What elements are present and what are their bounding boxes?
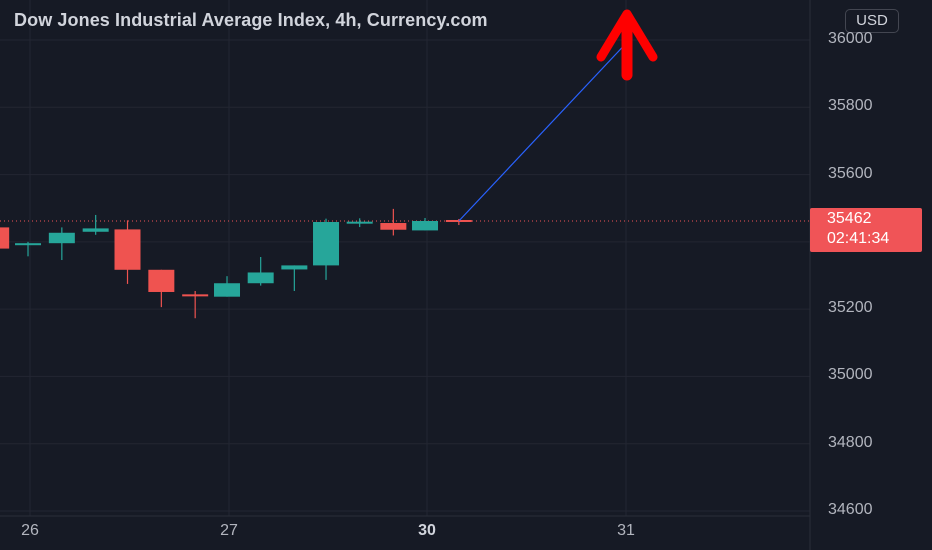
price-tick-label: 35000	[828, 366, 873, 384]
price-tick-label: 36000	[828, 30, 873, 47]
candle-body	[346, 221, 373, 224]
candle-body	[281, 265, 308, 270]
price-tick-label: 35600	[828, 164, 873, 182]
candle	[445, 218, 472, 226]
candle-body	[82, 228, 109, 232]
price-tick-label: 34600	[828, 501, 873, 518]
candle	[313, 218, 340, 280]
candle-body	[182, 294, 209, 297]
candle-body	[247, 272, 274, 284]
candles	[0, 208, 472, 319]
candle-body	[48, 232, 75, 244]
arrow-head	[596, 9, 658, 62]
last-price-value: 35462	[827, 210, 872, 227]
candle-body	[412, 220, 439, 231]
candle-body	[0, 227, 10, 249]
time-tick-label: 31	[617, 522, 635, 539]
chart-title: Dow Jones Industrial Average Index, 4h, …	[14, 10, 488, 30]
trendline[interactable]	[458, 42, 627, 222]
candle	[380, 208, 407, 236]
candle	[0, 227, 10, 249]
price-tick-label: 35200	[828, 299, 873, 317]
price-tick-label: 35800	[828, 97, 873, 115]
candle	[114, 220, 141, 284]
last-price-label: 35462 02:41:34	[810, 208, 922, 252]
candle	[412, 217, 439, 231]
time-tick-label: 30	[418, 522, 436, 539]
candle-body	[313, 222, 340, 266]
candle	[15, 241, 42, 257]
candle	[281, 265, 308, 291]
arrow-annotation	[596, 9, 658, 81]
price-tick-label: 34800	[828, 433, 873, 451]
candle-body	[380, 223, 407, 230]
candle	[182, 290, 209, 319]
candle	[82, 214, 109, 235]
currency-button[interactable]: USD	[845, 9, 899, 33]
candle	[48, 227, 75, 261]
time-tick-label: 26	[21, 522, 39, 539]
bar-countdown: 02:41:34	[827, 230, 890, 247]
time-tick-label: 27	[220, 522, 238, 539]
candle-body	[214, 283, 241, 297]
candle-body	[114, 229, 141, 270]
candle-body	[15, 243, 42, 246]
candle-body	[148, 269, 175, 292]
candle	[214, 276, 241, 297]
candle	[148, 269, 175, 308]
candle	[247, 256, 274, 286]
candle	[346, 218, 373, 228]
